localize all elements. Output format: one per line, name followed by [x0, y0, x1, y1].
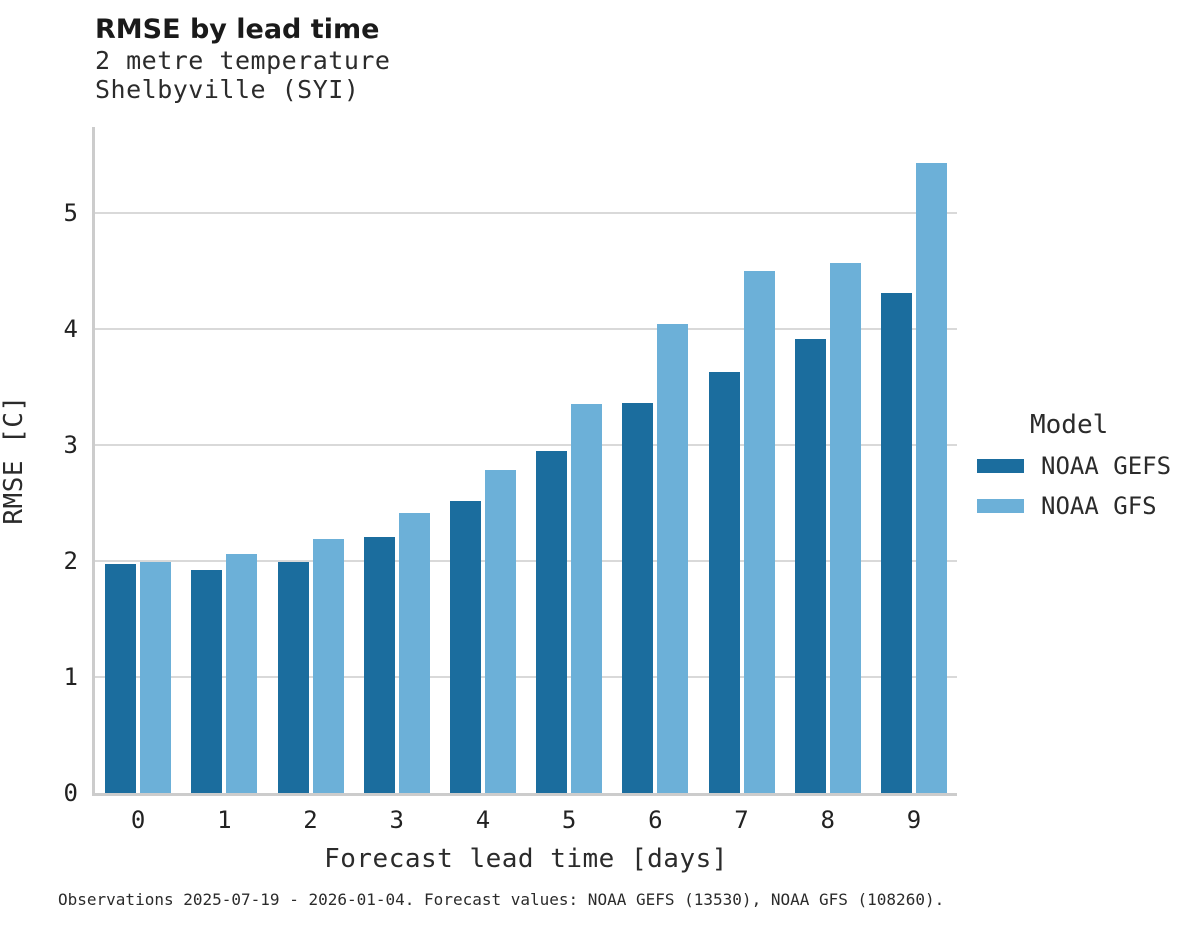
x-tick-label-9: 9 — [906, 806, 922, 834]
x-axis-title: Forecast lead time [days] — [324, 844, 728, 874]
bar-noaa-gefs-leadtime-1 — [191, 570, 223, 793]
bars-layer — [95, 127, 957, 793]
bar-group-leadtime-3 — [354, 127, 440, 793]
bar-group-leadtime-7 — [698, 127, 784, 793]
bar-noaa-gfs-leadtime-8 — [829, 262, 861, 793]
bar-noaa-gefs-leadtime-6 — [622, 403, 654, 793]
x-tick-label-7: 7 — [734, 806, 749, 834]
bar-noaa-gfs-leadtime-2 — [312, 538, 344, 793]
x-tick-label-4: 4 — [475, 806, 491, 834]
title-block: RMSE by lead time 2 metre temperature Sh… — [95, 14, 390, 104]
bar-noaa-gefs-leadtime-0 — [105, 564, 137, 793]
y-tick-label-1: 1 — [63, 662, 78, 691]
bar-noaa-gefs-leadtime-7 — [708, 371, 740, 793]
chart-subtitle-variable: 2 metre temperature — [95, 46, 391, 75]
bar-noaa-gefs-leadtime-8 — [794, 339, 826, 793]
bar-noaa-gfs-leadtime-3 — [398, 513, 430, 793]
legend-entries: NOAA GEFS NOAA GFS — [977, 452, 1192, 520]
y-tick-label-4: 4 — [63, 314, 78, 343]
legend-label-noaa-gfs: NOAA GFS — [1041, 492, 1157, 520]
y-axis-title: RMSE [C] — [0, 395, 29, 525]
bar-noaa-gefs-leadtime-9 — [880, 292, 912, 793]
x-tick-labels: 0 1 2 3 4 5 6 7 8 9 — [95, 806, 957, 834]
bar-noaa-gefs-leadtime-4 — [449, 500, 481, 793]
gridline-y-1 — [95, 675, 957, 678]
bar-group-leadtime-8 — [785, 127, 871, 793]
bar-noaa-gfs-leadtime-0 — [140, 562, 172, 793]
chart-title: RMSE by lead time — [95, 14, 380, 45]
bar-group-leadtime-2 — [267, 127, 353, 793]
x-tick-label-3: 3 — [389, 806, 404, 834]
bar-noaa-gfs-leadtime-7 — [743, 270, 775, 793]
x-tick-label-8: 8 — [820, 806, 835, 834]
gridline-y-3 — [95, 443, 957, 446]
chart-subtitle-station: Shelbyville (SYI) — [95, 75, 360, 104]
y-tick-label-0: 0 — [63, 779, 78, 807]
y-tick-label-3: 3 — [63, 430, 78, 459]
gridline-y-4 — [95, 327, 957, 330]
bar-group-leadtime-0 — [95, 127, 181, 793]
gridline-y-2 — [95, 559, 957, 562]
x-tick-label-6: 6 — [648, 806, 663, 834]
bar-noaa-gfs-leadtime-5 — [571, 404, 603, 793]
legend-swatch-noaa-gfs — [977, 499, 1024, 513]
bar-group-leadtime-5 — [526, 127, 612, 793]
legend-entry-noaa-gefs: NOAA GEFS — [977, 452, 1192, 480]
legend-swatch-noaa-gefs — [977, 459, 1024, 473]
bar-noaa-gefs-leadtime-5 — [536, 450, 568, 793]
legend-entry-noaa-gfs: NOAA GFS — [977, 492, 1192, 520]
bar-noaa-gfs-leadtime-9 — [915, 162, 947, 793]
bar-noaa-gefs-leadtime-2 — [277, 562, 309, 793]
bar-noaa-gfs-leadtime-4 — [484, 470, 516, 793]
x-tick-label-5: 5 — [561, 806, 577, 834]
x-tick-label-2: 2 — [303, 806, 318, 834]
gridline-y-5 — [95, 211, 957, 214]
x-tick-label-1: 1 — [217, 806, 232, 834]
legend-title: Model — [1030, 410, 1109, 440]
plot-area — [92, 127, 957, 796]
bar-group-leadtime-9 — [871, 127, 957, 793]
legend: Model NOAA GEFS NOAA GFS — [977, 410, 1192, 532]
bar-group-leadtime-1 — [181, 127, 267, 793]
x-tick-label-0: 0 — [130, 806, 146, 834]
bar-noaa-gfs-leadtime-1 — [226, 553, 258, 793]
bar-group-leadtime-4 — [440, 127, 526, 793]
y-tick-label-5: 5 — [63, 198, 78, 227]
legend-label-noaa-gefs: NOAA GEFS — [1041, 452, 1172, 480]
y-tick-label-2: 2 — [63, 546, 78, 575]
bar-group-leadtime-6 — [612, 127, 698, 793]
footer-note: Observations 2025-07-19 - 2026-01-04. Fo… — [58, 890, 945, 909]
bar-noaa-gfs-leadtime-6 — [657, 324, 689, 793]
bar-noaa-gefs-leadtime-3 — [363, 536, 395, 793]
